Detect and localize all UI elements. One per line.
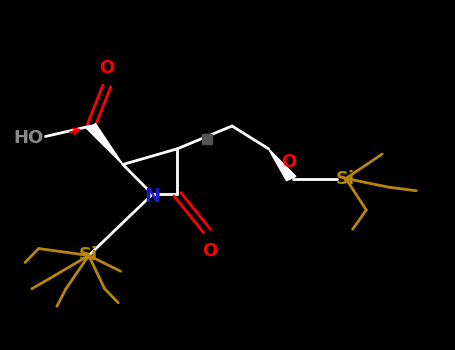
Polygon shape: [202, 134, 212, 144]
Text: Si: Si: [79, 246, 98, 265]
Text: N: N: [144, 187, 161, 205]
Text: HO: HO: [13, 129, 43, 147]
Text: O: O: [281, 153, 297, 171]
Text: O: O: [202, 241, 217, 259]
Polygon shape: [268, 149, 296, 181]
Text: Si: Si: [336, 169, 355, 188]
Text: O: O: [99, 59, 115, 77]
Polygon shape: [86, 124, 123, 164]
